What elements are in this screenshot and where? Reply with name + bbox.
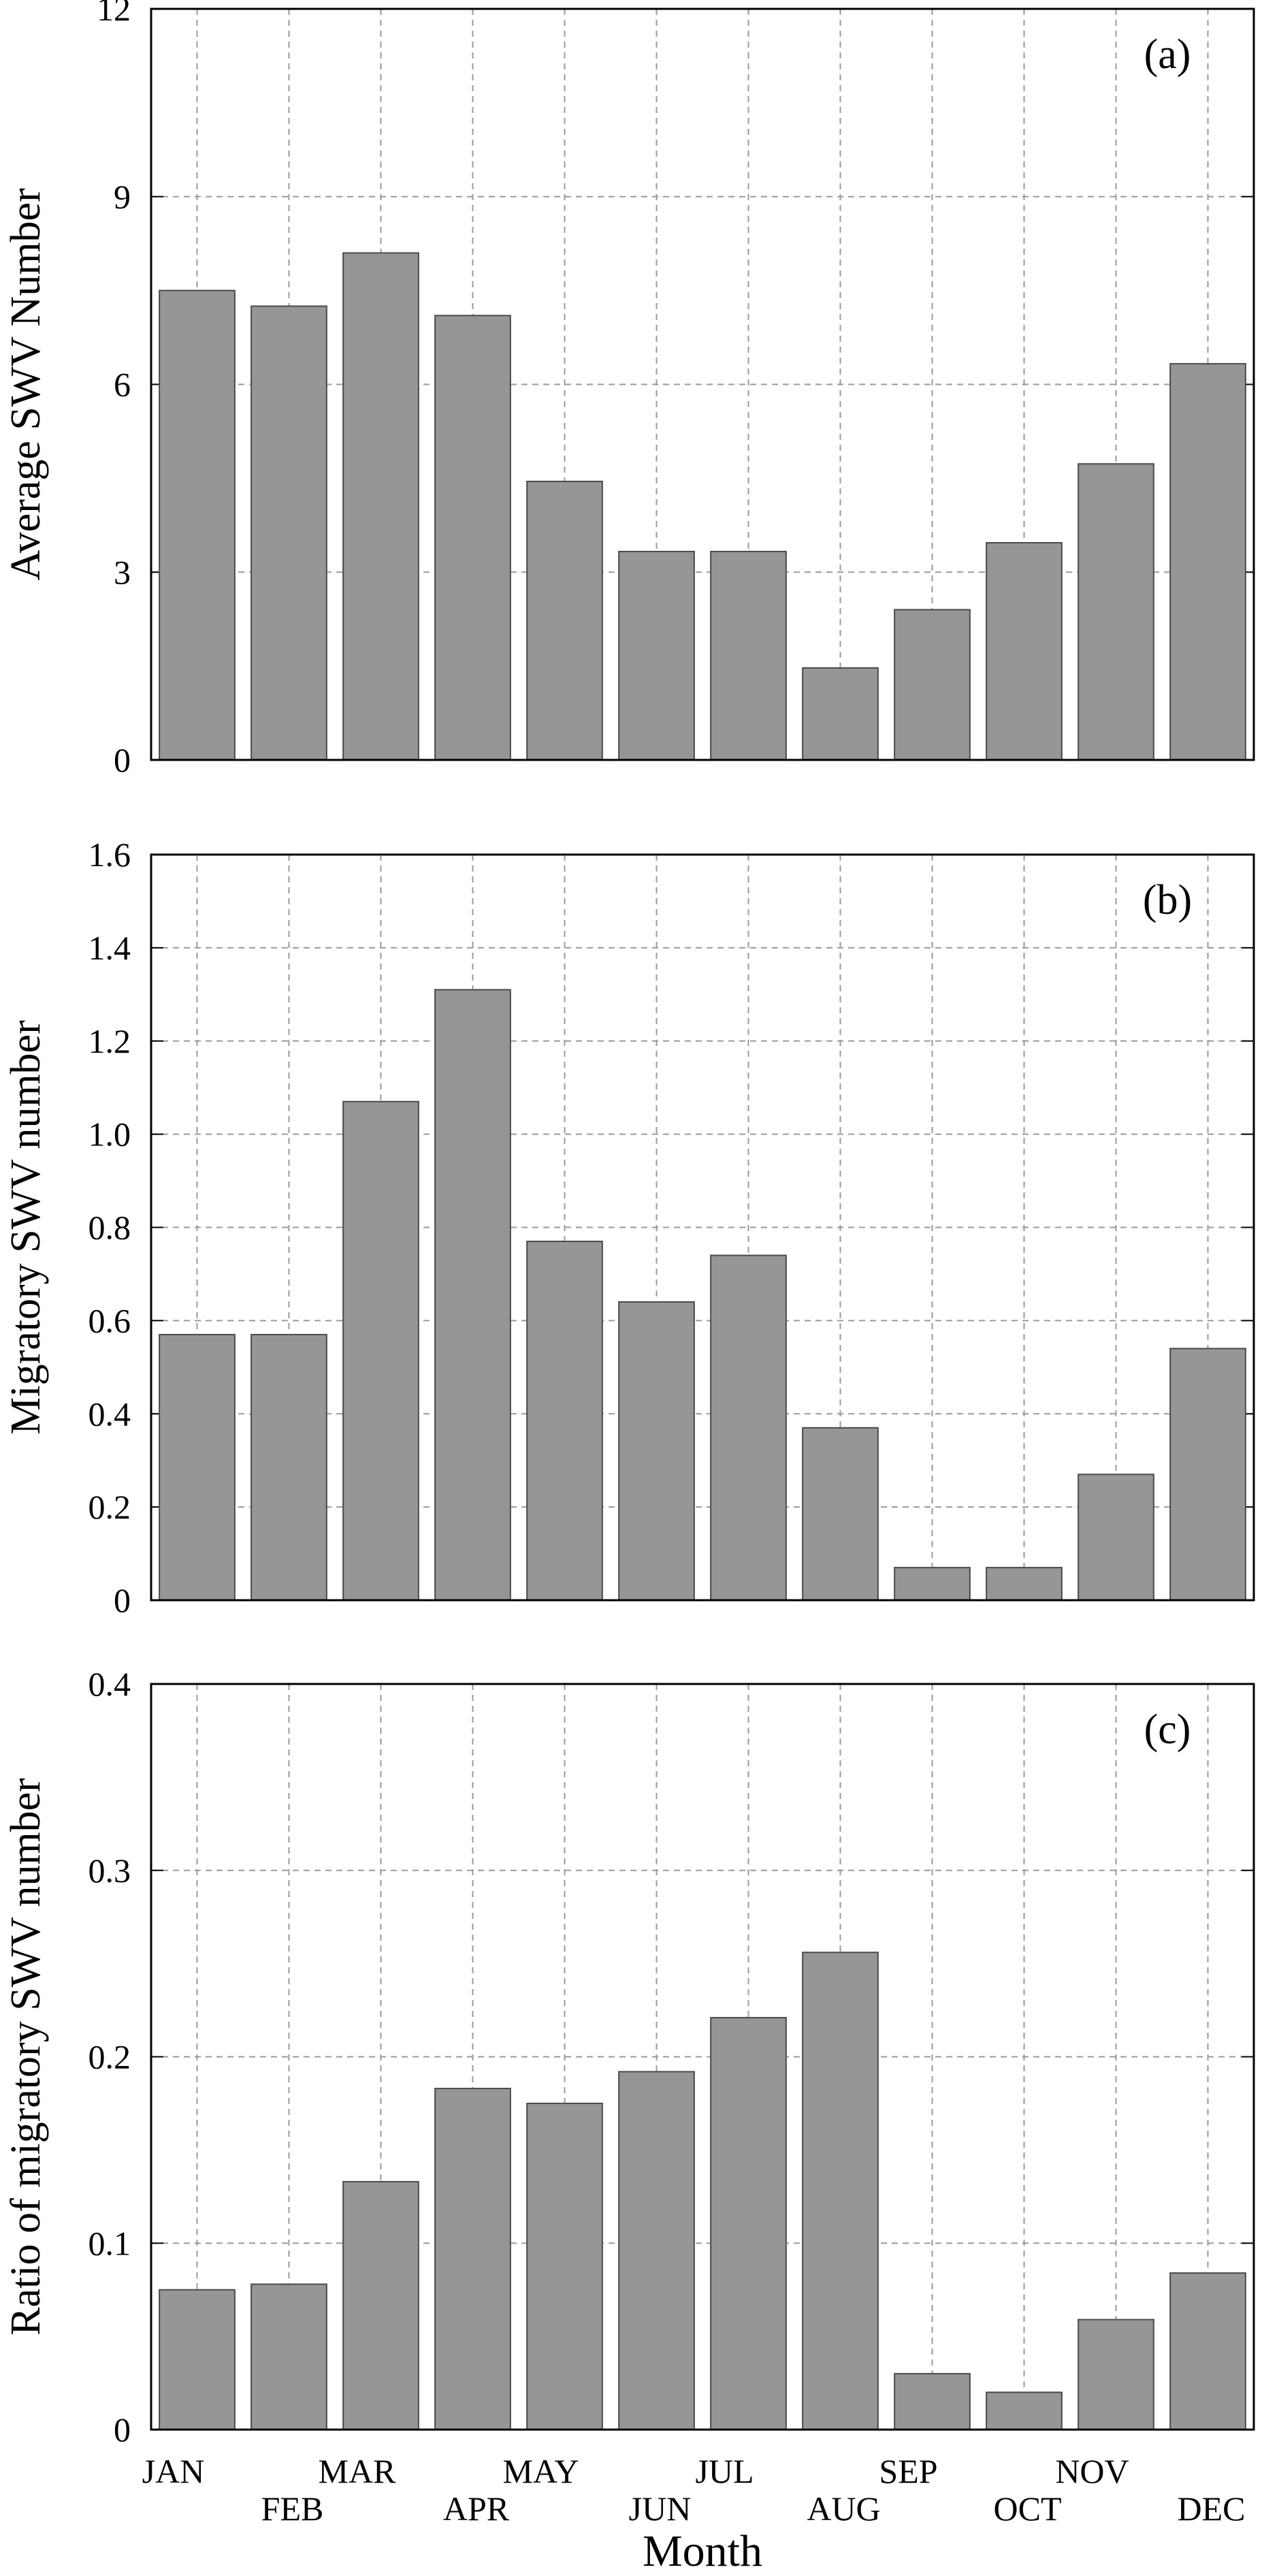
y-tick-label: 0.3 <box>88 1851 131 1890</box>
bar-aug <box>802 1952 879 2430</box>
plot-frame <box>150 7 1255 761</box>
bar-aug <box>802 1427 879 1601</box>
bar-may <box>526 480 603 761</box>
panel-b: 0 0.2 0.4 0.6 0.8 1.0 1.2 1.4 1.6 (b) Migratory SW… <box>3 836 1255 1619</box>
x-tick-label: SEP <box>879 2452 937 2490</box>
y-tick-label: 1.2 <box>88 1022 131 1060</box>
y-tick-label: 0.6 <box>88 1301 131 1339</box>
y-tick-label: 1.6 <box>88 836 131 874</box>
x-tick-label: JUL <box>695 2452 754 2490</box>
bar-oct <box>986 542 1063 761</box>
panel-label: (b) <box>1143 877 1192 923</box>
y-axis-title: Ratio of migratory SWV number <box>3 1778 49 2336</box>
x-tick-label: MAY <box>502 2452 579 2490</box>
bar-mar <box>342 1100 419 1601</box>
plot-frame <box>150 1683 1255 2431</box>
y-tick-label: 0.1 <box>88 2224 131 2262</box>
plot-frame <box>150 853 1255 1602</box>
x-tick-label: FEB <box>261 2490 324 2528</box>
y-axis-title: Average SWV Number <box>3 188 49 581</box>
y-tick-label: 3 <box>114 553 131 591</box>
y-tick-label: 1.0 <box>88 1115 131 1154</box>
bar-nov <box>1078 1474 1154 1601</box>
y-tick-label: 0 <box>114 1581 131 1619</box>
y-tick-label: 0 <box>114 741 131 779</box>
x-tick-label: APR <box>443 2490 510 2528</box>
bar-jun <box>618 2071 695 2430</box>
bar-sep <box>894 609 971 761</box>
bar-jan <box>159 2289 236 2430</box>
panel-label: (c) <box>1144 1706 1191 1753</box>
bar-apr <box>434 315 511 761</box>
bar-aug <box>802 667 879 761</box>
bar-sep <box>894 1567 971 1601</box>
y-tick-label: 0.8 <box>88 1209 131 1247</box>
bar-oct <box>986 1567 1063 1601</box>
x-tick-label: OCT <box>994 2490 1062 2528</box>
panel-c: 0 0.1 0.2 0.3 0.4 (c) Ratio of migratory SWV n… <box>3 1665 1255 2449</box>
y-tick-label: 0.2 <box>88 2038 131 2076</box>
bar-feb <box>250 305 327 761</box>
y-tick-label: 0.4 <box>88 1395 131 1433</box>
bar-nov <box>1078 2319 1154 2431</box>
y-tick-label: 9 <box>114 178 131 216</box>
bar-dec <box>1169 363 1246 761</box>
x-tick-label: JUN <box>629 2490 692 2528</box>
bar-jan <box>159 289 236 761</box>
y-axis-title: Migratory SWV number <box>3 1020 49 1435</box>
bar-apr <box>434 2088 511 2431</box>
x-tick-label: AUG <box>807 2490 880 2528</box>
bar-jan <box>159 1333 236 1601</box>
y-tick-label: 12 <box>97 0 131 28</box>
bar-may <box>526 2102 603 2430</box>
bar-jul <box>710 2017 787 2430</box>
x-tick-label: JAN <box>142 2452 205 2490</box>
bar-nov <box>1078 463 1154 761</box>
panel-label: (a) <box>1144 31 1191 78</box>
x-axis-title: Month <box>643 2526 762 2576</box>
x-tick-label: DEC <box>1178 2490 1246 2528</box>
bar-dec <box>1169 2272 1246 2431</box>
bar-feb <box>250 1333 327 1601</box>
y-tick-label: 6 <box>114 366 131 404</box>
bar-sep <box>894 2372 971 2430</box>
y-tick-label: 0.4 <box>88 1665 131 1703</box>
x-tick-label: NOV <box>1055 2452 1129 2490</box>
bar-jul <box>710 1254 787 1601</box>
y-tick-label: 0.2 <box>88 1488 131 1526</box>
bar-dec <box>1169 1348 1246 1601</box>
bar-jun <box>618 1301 695 1601</box>
bar-mar <box>342 252 419 761</box>
bar-jul <box>710 550 787 761</box>
bar-mar <box>342 2180 419 2431</box>
bar-oct <box>986 2391 1063 2430</box>
bar-jun <box>618 550 695 761</box>
bar-feb <box>250 2283 327 2431</box>
y-tick-label: 1.4 <box>88 929 131 967</box>
bar-may <box>526 1241 603 1601</box>
bar-apr <box>434 989 511 1601</box>
x-tick-label: MAR <box>319 2452 397 2490</box>
panel-a: 0 3 6 9 12 (a) Average SWV Number <box>3 0 1255 779</box>
y-tick-label: 0 <box>114 2411 131 2449</box>
